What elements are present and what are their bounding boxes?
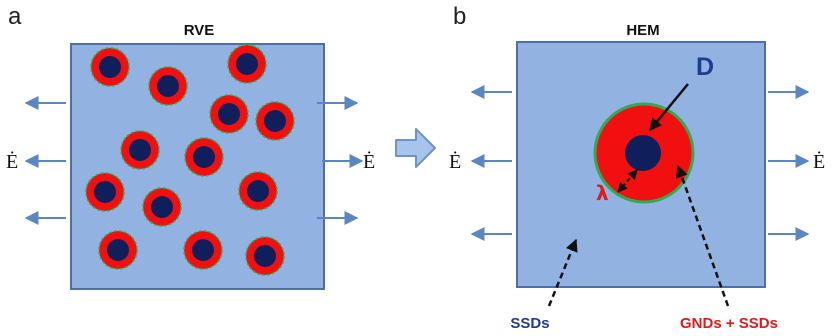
rve-inclusion — [184, 137, 224, 177]
rve-inclusion — [120, 130, 160, 170]
gnds-ssds-pointer-arrow — [675, 164, 730, 307]
rve-inclusion-core — [254, 245, 276, 267]
hem-strain-rate-left: Ė — [449, 150, 461, 173]
rve-inclusion-core — [129, 139, 151, 161]
rve-inclusion — [98, 230, 138, 270]
rve-inclusion-core — [247, 180, 269, 202]
label-gnds-ssds: GNDs + SSDs — [680, 315, 778, 332]
rve-inclusion — [85, 172, 125, 212]
lambda-double-arrow — [617, 169, 638, 193]
rve-inclusion — [245, 236, 285, 276]
rve-inclusion — [209, 94, 249, 134]
rve-inclusion — [238, 171, 278, 211]
rve-inclusion — [183, 230, 223, 270]
rve-inclusion-core — [264, 110, 286, 132]
d-pointer-arrow — [649, 83, 689, 131]
rve-inclusion — [255, 101, 295, 141]
rve-inclusion-core — [218, 103, 240, 125]
panel-b-letter: b — [453, 3, 466, 30]
label-d: D — [696, 53, 714, 81]
label-lambda: λ — [596, 181, 609, 205]
rve-inclusions — [85, 44, 295, 276]
panel-b-title: HEM — [626, 22, 659, 39]
rve-inclusion-core — [193, 146, 215, 168]
hem-inclusion-core — [625, 135, 661, 171]
rve-inclusion-core — [192, 239, 214, 261]
rve-inclusion — [227, 44, 267, 84]
rve-inclusion-core — [151, 196, 173, 218]
hem-strain-rate-right: Ė — [813, 150, 825, 173]
panel-a: a RVE Ė Ė — [6, 3, 375, 290]
rve-inclusion-core — [99, 56, 121, 78]
rve-inclusion — [90, 47, 130, 87]
rve-inclusion-core — [94, 181, 116, 203]
panel-b: b HEM D λ Ė Ė SSDs GNDs + SSDs — [449, 3, 825, 332]
panel-a-title: RVE — [184, 22, 215, 39]
rve-strain-rate-left: Ė — [6, 150, 18, 173]
rve-inclusion — [148, 66, 188, 106]
rve-inclusion — [142, 187, 182, 227]
ssds-pointer-arrow — [547, 238, 578, 307]
rve-inclusion-core — [107, 239, 129, 261]
rve-strain-rate-right: Ė — [363, 150, 375, 173]
panel-a-letter: a — [8, 3, 22, 30]
homogenization-arrow-icon — [395, 128, 436, 168]
label-ssds: SSDs — [510, 315, 549, 332]
rve-inclusion-core — [236, 53, 258, 75]
rve-inclusion-core — [157, 75, 179, 97]
